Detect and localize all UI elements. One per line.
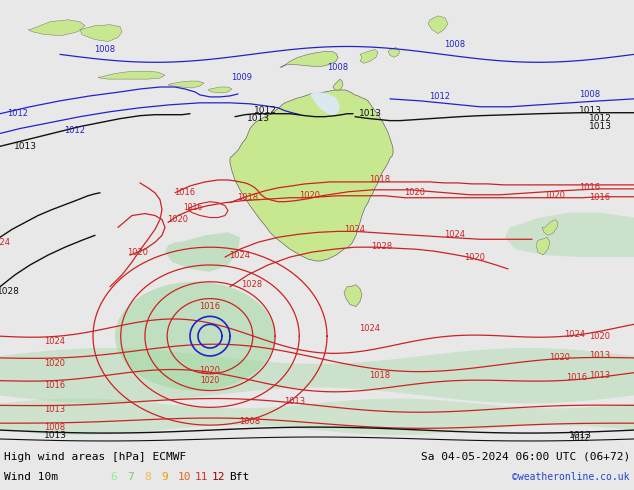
Text: 1024: 1024 bbox=[564, 330, 586, 339]
Text: 1012: 1012 bbox=[588, 114, 611, 123]
Text: ©weatheronline.co.uk: ©weatheronline.co.uk bbox=[512, 472, 630, 482]
Text: 1012: 1012 bbox=[65, 126, 86, 135]
Text: 1013: 1013 bbox=[358, 109, 382, 118]
Text: 1018: 1018 bbox=[370, 175, 391, 184]
Text: 1020: 1020 bbox=[200, 366, 221, 375]
Polygon shape bbox=[165, 232, 240, 272]
Text: 10: 10 bbox=[178, 472, 191, 482]
Text: 1020: 1020 bbox=[127, 247, 148, 257]
Text: 12: 12 bbox=[212, 472, 226, 482]
Text: 1016: 1016 bbox=[174, 188, 195, 197]
Text: 1020: 1020 bbox=[44, 359, 65, 368]
Text: 1008: 1008 bbox=[444, 40, 465, 49]
Polygon shape bbox=[310, 92, 340, 117]
Text: 1024: 1024 bbox=[230, 250, 250, 260]
Text: 1024: 1024 bbox=[44, 337, 65, 345]
Text: 1013: 1013 bbox=[578, 106, 602, 115]
Text: 1024: 1024 bbox=[0, 238, 11, 247]
Polygon shape bbox=[428, 16, 448, 34]
Polygon shape bbox=[542, 220, 558, 235]
Polygon shape bbox=[344, 285, 362, 307]
Text: 1016: 1016 bbox=[579, 183, 600, 193]
Text: 1013: 1013 bbox=[44, 431, 67, 440]
Polygon shape bbox=[280, 51, 338, 67]
Text: 1028: 1028 bbox=[372, 242, 392, 251]
Text: 1008: 1008 bbox=[579, 91, 600, 99]
Polygon shape bbox=[208, 87, 232, 93]
Text: 1013: 1013 bbox=[247, 114, 269, 123]
Text: 8: 8 bbox=[144, 472, 151, 482]
Polygon shape bbox=[536, 237, 550, 255]
Text: 1009: 1009 bbox=[231, 73, 252, 82]
Text: 1008: 1008 bbox=[240, 416, 261, 426]
Text: 1020: 1020 bbox=[200, 376, 219, 385]
Text: 11: 11 bbox=[195, 472, 209, 482]
Polygon shape bbox=[333, 79, 343, 90]
Polygon shape bbox=[0, 348, 634, 403]
Text: 1013: 1013 bbox=[285, 397, 306, 406]
Text: Bft: Bft bbox=[229, 472, 249, 482]
Polygon shape bbox=[505, 213, 634, 257]
Text: 1013: 1013 bbox=[588, 122, 612, 131]
Text: 1020: 1020 bbox=[299, 191, 321, 200]
Text: 1016: 1016 bbox=[590, 193, 611, 202]
Polygon shape bbox=[80, 24, 122, 42]
Polygon shape bbox=[28, 20, 85, 36]
Polygon shape bbox=[388, 48, 400, 57]
Polygon shape bbox=[0, 398, 634, 435]
Text: 1012: 1012 bbox=[429, 93, 451, 101]
Polygon shape bbox=[230, 90, 393, 261]
Text: 1013: 1013 bbox=[590, 371, 611, 380]
Text: 1020: 1020 bbox=[167, 215, 188, 224]
Text: 1013: 1013 bbox=[569, 431, 592, 440]
Text: 1012: 1012 bbox=[571, 435, 590, 443]
Polygon shape bbox=[115, 282, 275, 391]
Polygon shape bbox=[168, 81, 204, 88]
Text: 1016: 1016 bbox=[44, 381, 65, 390]
Text: 1008: 1008 bbox=[327, 63, 349, 72]
Text: 1013: 1013 bbox=[590, 351, 611, 361]
Text: 7: 7 bbox=[127, 472, 134, 482]
Text: 1018: 1018 bbox=[238, 193, 259, 202]
Text: 1016: 1016 bbox=[200, 302, 221, 311]
Text: 1024: 1024 bbox=[359, 324, 380, 333]
Text: 1008: 1008 bbox=[44, 422, 65, 432]
Text: 1012: 1012 bbox=[8, 109, 29, 118]
Text: 1008: 1008 bbox=[94, 45, 115, 54]
Text: 1020: 1020 bbox=[545, 191, 566, 200]
Text: 1020: 1020 bbox=[465, 252, 486, 262]
Text: 1024: 1024 bbox=[444, 230, 465, 239]
Text: Sa 04-05-2024 06:00 UTC (06+72): Sa 04-05-2024 06:00 UTC (06+72) bbox=[421, 452, 630, 462]
Text: 1013: 1013 bbox=[44, 405, 65, 414]
Polygon shape bbox=[98, 71, 165, 79]
Text: Wind 10m: Wind 10m bbox=[4, 472, 58, 482]
Text: 1016: 1016 bbox=[566, 373, 588, 382]
Text: 1028: 1028 bbox=[242, 280, 262, 289]
Text: 1028: 1028 bbox=[0, 287, 20, 296]
Text: 9: 9 bbox=[161, 472, 168, 482]
Text: 1024: 1024 bbox=[344, 225, 365, 234]
Text: 1020: 1020 bbox=[590, 332, 611, 341]
Text: 1018: 1018 bbox=[370, 371, 391, 380]
Text: 1016: 1016 bbox=[183, 203, 203, 212]
Text: 1013: 1013 bbox=[13, 142, 37, 151]
Text: 1020: 1020 bbox=[550, 353, 571, 363]
Text: 1020: 1020 bbox=[404, 188, 425, 197]
Text: High wind areas [hPa] ECMWF: High wind areas [hPa] ECMWF bbox=[4, 452, 186, 462]
Text: 6: 6 bbox=[110, 472, 117, 482]
Polygon shape bbox=[360, 49, 378, 63]
Text: 1012: 1012 bbox=[254, 106, 276, 115]
